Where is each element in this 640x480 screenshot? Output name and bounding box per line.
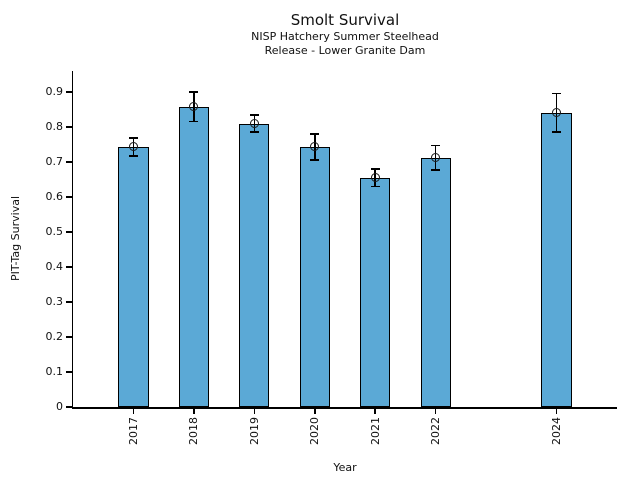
x-axis-label: Year — [333, 461, 357, 474]
y-tick-label: 0.5 — [45, 225, 64, 238]
x-tick-2017 — [132, 408, 135, 414]
x-tick-label-text: 2021 — [368, 417, 382, 445]
error-marker-2024 — [552, 108, 562, 118]
y-tick — [65, 371, 72, 373]
y-tick — [65, 406, 72, 408]
plot-area: 0 0.1 0.2 0.3 0.4 0.5 0.6 0.7 0.8 0.9 2017 2018 2019… — [46, 71, 617, 445]
y-tick — [65, 126, 72, 128]
y-tick-label: 0.2 — [45, 330, 64, 343]
chart-header: Smolt Survival NISP Hatchery Summer Stee… — [73, 11, 617, 58]
x-tick-label-text: 2017 — [126, 417, 140, 445]
y-tick — [65, 336, 72, 338]
y-tick-label: 0.3 — [45, 295, 64, 308]
error-marker-2022 — [431, 153, 441, 163]
bar-2021 — [360, 177, 391, 407]
x-tick-label-2020: 2020 — [307, 417, 323, 445]
y-tick-label: 0.4 — [45, 260, 64, 273]
y-tick-label: 0 — [56, 400, 63, 413]
y-tick-label: 0.9 — [45, 85, 64, 98]
bar-2017 — [118, 146, 149, 407]
error-marker-2019 — [249, 119, 259, 128]
x-tick-2022 — [434, 408, 437, 414]
error-bar-cap-top-2017 — [128, 137, 138, 139]
y-tick-label: 0.8 — [45, 120, 64, 133]
y-axis-label: PIT-Tag Survival — [6, 71, 24, 407]
chart-subtitle-line1: NISP Hatchery Summer Steelhead — [251, 30, 439, 43]
error-bar-cap-bottom-2018 — [189, 120, 199, 123]
y-tick-label: 0.1 — [45, 365, 64, 378]
x-tick-label-text: 2022 — [429, 417, 443, 445]
error-bar-cap-bottom-2020 — [310, 159, 320, 161]
error-marker-2018 — [189, 102, 199, 112]
error-marker-2021 — [370, 173, 380, 183]
x-tick-label-text: 2019 — [247, 417, 261, 445]
error-bar-cap-top-2021 — [370, 168, 380, 170]
y-tick — [65, 266, 72, 268]
x-tick-label-2018: 2018 — [186, 417, 202, 445]
error-bar-cap-top-2024 — [552, 92, 562, 95]
y-tick-label: 0.6 — [45, 190, 64, 203]
x-tick-2018 — [193, 408, 195, 414]
x-tick-2024 — [555, 408, 558, 414]
y-tick — [65, 196, 72, 198]
error-bar-cap-top-2022 — [431, 144, 441, 147]
chart-subtitle-line2: Release - Lower Granite Dam — [264, 44, 426, 57]
x-tick-label-2019: 2019 — [246, 417, 262, 445]
bar-2024 — [541, 112, 572, 407]
x-axis-spine — [71, 407, 617, 409]
y-tick — [65, 161, 72, 163]
error-marker-2020 — [310, 142, 320, 152]
x-tick-2019 — [253, 408, 256, 414]
x-tick-2020 — [314, 408, 316, 414]
x-tick-2021 — [374, 408, 376, 414]
error-bar-cap-bottom-2022 — [431, 169, 441, 171]
error-bar-cap-bottom-2021 — [370, 185, 380, 188]
y-tick — [65, 231, 72, 233]
x-tick-label-2017: 2017 — [125, 417, 141, 445]
y-tick — [65, 91, 72, 93]
bar-2022 — [420, 157, 451, 407]
x-tick-label-text: 2024 — [550, 417, 564, 445]
error-marker-2017 — [128, 142, 138, 152]
x-tick-label-text: 2020 — [308, 417, 322, 445]
y-tick-label: 0.7 — [45, 155, 64, 168]
bar-2019 — [239, 123, 270, 407]
y-axis-spine — [71, 71, 73, 409]
chart-title: Smolt Survival — [290, 11, 400, 29]
error-bar-cap-bottom-2017 — [128, 155, 138, 157]
error-bar-cap-top-2019 — [249, 114, 259, 116]
x-tick-label-2022: 2022 — [428, 417, 444, 445]
bar-2020 — [299, 146, 330, 407]
error-bar-cap-top-2018 — [189, 91, 199, 93]
x-tick-label-2024: 2024 — [549, 417, 565, 445]
bar-2018 — [178, 106, 209, 407]
y-tick — [65, 301, 72, 303]
x-tick-label-text: 2018 — [187, 417, 201, 445]
error-bar-cap-bottom-2024 — [552, 131, 562, 133]
x-tick-label-2021: 2021 — [367, 417, 383, 445]
error-bar-cap-bottom-2019 — [249, 131, 259, 133]
y-axis-label-text: PIT-Tag Survival — [8, 196, 22, 282]
error-bar-cap-top-2020 — [310, 133, 320, 135]
